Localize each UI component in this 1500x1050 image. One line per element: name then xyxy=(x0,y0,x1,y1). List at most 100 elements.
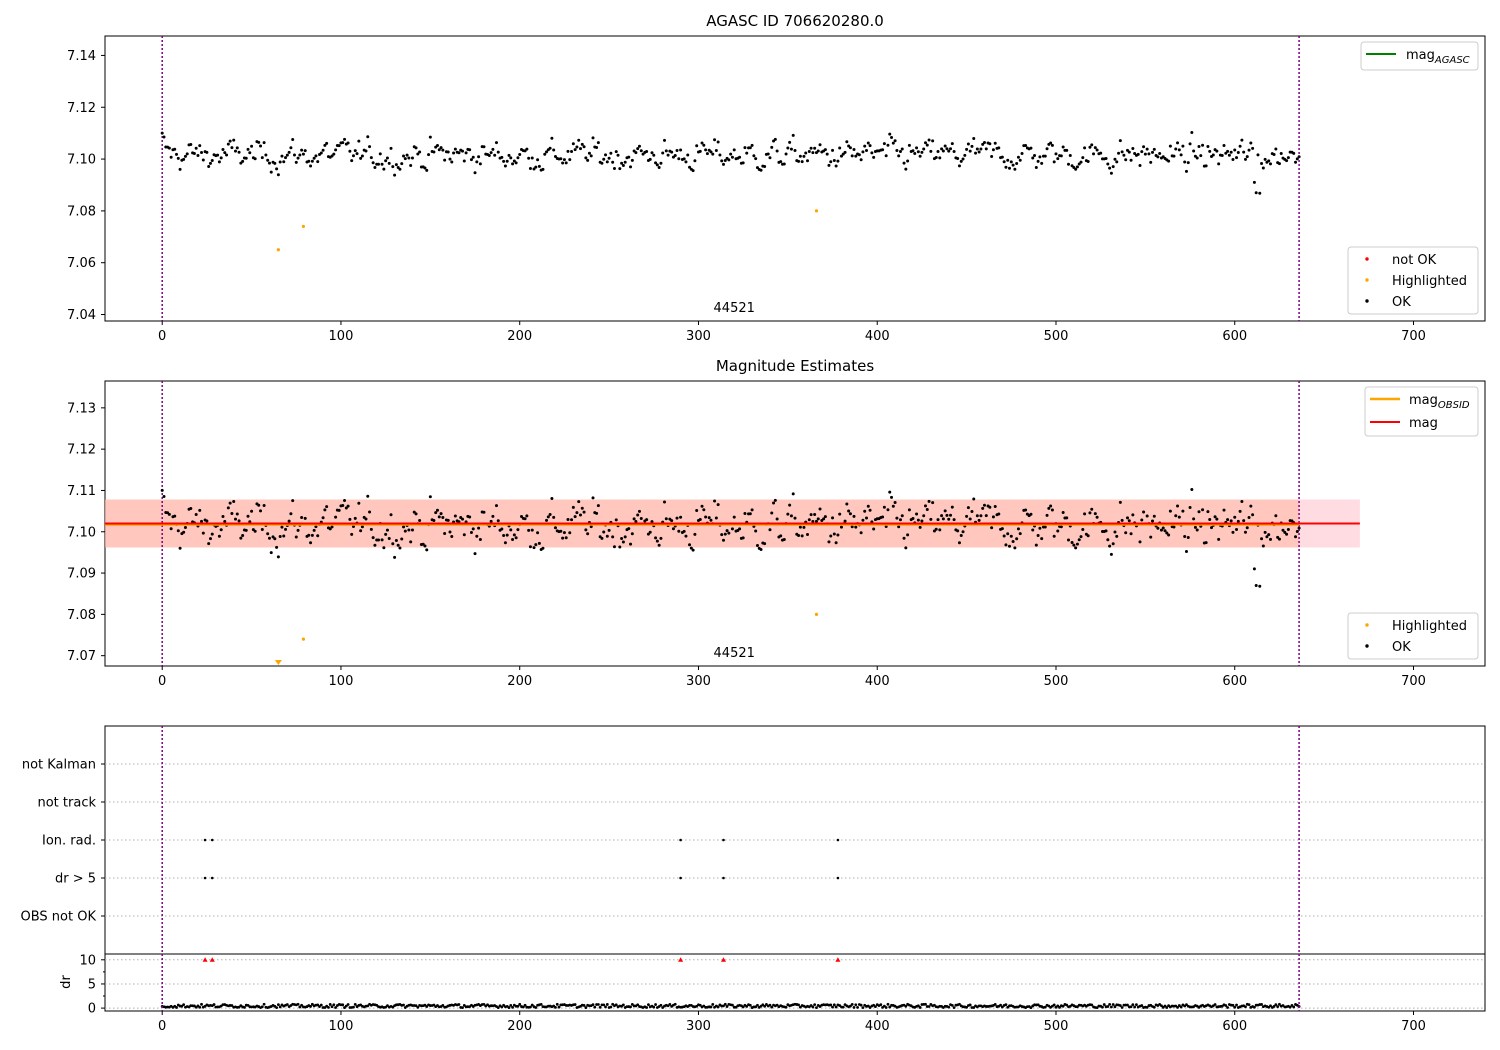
ok-point xyxy=(768,528,772,532)
dr-point xyxy=(856,1005,859,1009)
ok-point xyxy=(366,494,370,498)
ok-point xyxy=(1211,153,1215,157)
ok-point xyxy=(250,509,254,513)
ok-point xyxy=(981,142,985,146)
ok-point xyxy=(1190,487,1194,491)
flag-point xyxy=(836,876,840,880)
ok-point xyxy=(543,152,547,156)
ok-point xyxy=(863,509,867,513)
ok-point xyxy=(312,528,316,532)
ok-point xyxy=(410,156,414,160)
ok-point xyxy=(1009,534,1013,538)
ok-point xyxy=(868,508,872,512)
ok-point xyxy=(1184,549,1188,553)
ok-point xyxy=(1238,509,1242,513)
ok-point xyxy=(727,531,731,535)
ok-point xyxy=(494,141,498,145)
dr-point xyxy=(904,1004,908,1008)
ok-point xyxy=(182,530,186,534)
ok-point xyxy=(963,153,967,157)
ok-point xyxy=(991,515,995,519)
ok-point xyxy=(1050,143,1054,147)
ok-point xyxy=(788,140,792,144)
dr-point xyxy=(180,1004,184,1008)
legend-highlighted-marker xyxy=(1365,278,1369,282)
ok-point xyxy=(1184,169,1188,173)
ok-point xyxy=(244,528,248,532)
ok-point xyxy=(1065,148,1069,152)
ok-point xyxy=(975,147,979,151)
ok-point xyxy=(330,154,334,158)
ok-point xyxy=(323,508,327,512)
ok-point xyxy=(207,165,211,169)
ok-point xyxy=(936,149,940,153)
ok-point xyxy=(502,533,506,537)
ok-point xyxy=(273,161,277,165)
ok-point xyxy=(950,505,954,509)
legend-mag-agasc-label: magAGASC xyxy=(1406,48,1470,66)
ok-point xyxy=(414,146,418,150)
x-tick-label: 0 xyxy=(158,329,166,344)
dr-point xyxy=(591,1003,595,1007)
ok-point xyxy=(847,509,851,513)
ok-point xyxy=(1267,533,1271,537)
ok-point xyxy=(664,149,668,153)
ok-point xyxy=(1033,153,1037,157)
ok-point xyxy=(791,133,795,137)
ok-point xyxy=(376,162,380,166)
ok-point xyxy=(698,517,702,521)
ok-point xyxy=(573,148,577,152)
ok-point xyxy=(1092,152,1096,156)
ok-point xyxy=(970,144,974,148)
ok-point xyxy=(471,155,475,159)
ok-point xyxy=(425,548,429,552)
ok-point xyxy=(371,161,375,165)
dr-point xyxy=(629,1005,632,1009)
x-tick-label: 200 xyxy=(507,329,532,344)
ok-point xyxy=(189,142,193,146)
ok-point xyxy=(511,537,515,541)
ok-point xyxy=(175,152,179,156)
ok-point xyxy=(797,533,801,537)
dr-point xyxy=(1118,1004,1122,1007)
ok-point xyxy=(629,165,633,169)
ok-point xyxy=(537,164,541,168)
ok-point xyxy=(550,136,554,140)
ok-point xyxy=(237,150,241,154)
dr-point xyxy=(416,1005,420,1009)
ok-point xyxy=(500,155,504,159)
ok-point xyxy=(405,153,409,157)
ok-point xyxy=(618,167,622,171)
ok-point xyxy=(394,539,398,543)
dr-point xyxy=(859,1003,863,1007)
ok-point xyxy=(700,504,704,508)
ok-point xyxy=(341,504,345,508)
ok-point xyxy=(292,153,296,157)
ok-point xyxy=(1045,513,1049,517)
ok-point xyxy=(1077,162,1081,166)
ok-point xyxy=(752,154,756,158)
ok-point xyxy=(961,530,965,534)
ok-point xyxy=(183,526,187,530)
ok-point xyxy=(968,517,972,521)
ok-point xyxy=(334,148,338,152)
ok-point xyxy=(700,141,704,145)
dr-point xyxy=(182,1003,186,1006)
ok-point xyxy=(729,152,733,156)
dr-point xyxy=(1058,1005,1061,1009)
ok-point xyxy=(959,533,963,537)
dr-point xyxy=(1090,1003,1094,1007)
ok-point xyxy=(1002,534,1006,538)
ok-point xyxy=(1297,526,1301,530)
ok-point xyxy=(684,160,688,164)
ok-point xyxy=(1029,146,1033,150)
ok-point xyxy=(1206,144,1210,148)
legend-highlighted-label-2: Highlighted xyxy=(1392,619,1467,634)
ok-point xyxy=(1176,504,1180,508)
ok-point xyxy=(559,157,563,161)
ok-point xyxy=(838,146,842,150)
ok-point xyxy=(663,500,667,504)
ok-point xyxy=(443,531,447,535)
ok-point xyxy=(865,148,869,152)
ok-point xyxy=(965,147,969,151)
